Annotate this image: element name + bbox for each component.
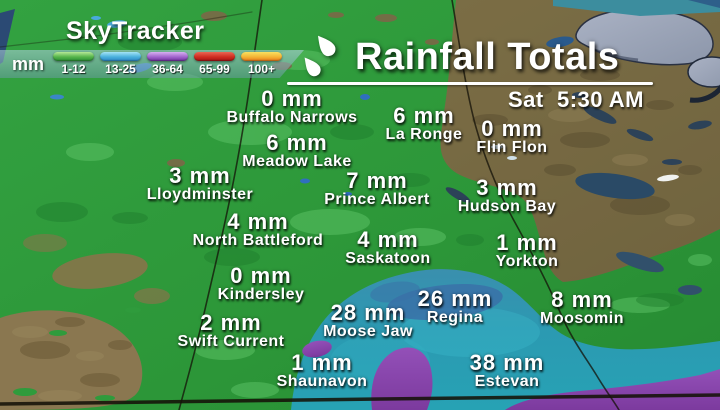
station-label: 1 mm Shaunavon — [276, 350, 368, 390]
legend-bin: 13-25 — [97, 50, 144, 76]
station-label: 3 mm Hudson Bay — [457, 175, 557, 215]
us-border-line — [0, 393, 720, 406]
station-label: 4 mm North Battleford — [192, 209, 324, 249]
station-city-name: Moosomin — [540, 310, 624, 327]
station-label: 0 mm Buffalo Narrows — [226, 86, 358, 126]
station-city-name: Yorkton — [495, 253, 559, 270]
legend-color-chip — [194, 52, 236, 61]
legend-bins: 1-12 13-25 36-64 65-99 100+ — [50, 50, 285, 76]
rainfall-legend: mm 1-12 13-25 36-64 65-99 100+ — [0, 50, 304, 78]
station-city-name: Moose Jaw — [323, 323, 413, 340]
page-title: Rainfall Totals — [355, 35, 620, 78]
station-rainfall-value: 8 mm — [551, 287, 613, 312]
skytracker-logo: SkyTracker — [66, 17, 205, 45]
legend-bin-label: 1-12 — [61, 62, 86, 76]
legend-bin-label: 13-25 — [105, 62, 136, 76]
station-label: 3 mm Lloydminster — [146, 163, 254, 203]
raindrops-icon — [304, 35, 336, 77]
station-city-name: Shaunavon — [276, 373, 368, 390]
station-city-name: North Battleford — [192, 232, 324, 249]
station-label: 26 mm Regina — [417, 286, 493, 326]
station-rainfall-value: 1 mm — [496, 230, 558, 255]
legend-color-chip — [100, 52, 142, 61]
large-lake — [575, 8, 720, 103]
station-rainfall-value: 0 mm — [261, 86, 323, 111]
legend-color-chip — [147, 52, 189, 61]
legend-bin: 100+ — [238, 50, 285, 76]
station-city-name: La Ronge — [385, 126, 463, 143]
station-label: 38 mm Estevan — [469, 350, 545, 390]
station-label: 7 mm Prince Albert — [324, 168, 430, 208]
station-label: 2 mm Swift Current — [177, 310, 285, 350]
station-rainfall-value: 3 mm — [169, 163, 231, 188]
station-label: 0 mm Kindersley — [217, 263, 305, 303]
station-label: 6 mm La Ronge — [385, 103, 463, 143]
legend-unit-label: mm — [12, 54, 45, 74]
legend-color-chip — [241, 52, 283, 61]
legend-bin: 1-12 — [50, 50, 97, 76]
station-label: 28 mm Moose Jaw — [323, 300, 413, 340]
station-label: 6 mm Meadow Lake — [242, 130, 352, 170]
station-rainfall-value: 1 mm — [291, 350, 353, 375]
station-city-name: Flin Flon — [476, 139, 548, 156]
station-rainfall-value: 6 mm — [393, 103, 455, 128]
legend-bin: 65-99 — [191, 50, 238, 76]
station-rainfall-value: 0 mm — [481, 116, 543, 141]
station-rainfall-value: 6 mm — [266, 130, 328, 155]
station-city-name: Meadow Lake — [242, 153, 352, 170]
station-label: 8 mm Moosomin — [540, 287, 624, 327]
top-water-band — [553, 0, 720, 16]
station-city-name: Regina — [426, 309, 484, 326]
small-lakes — [50, 16, 712, 295]
station-city-name: Buffalo Narrows — [226, 109, 358, 126]
legend-bin-label: 65-99 — [199, 62, 230, 76]
station-city-name: Lloydminster — [146, 186, 254, 203]
station-rainfall-value: 4 mm — [227, 209, 289, 234]
legend-bin-label: 100+ — [248, 62, 276, 76]
legend-bin-label: 36-64 — [152, 62, 183, 76]
station-label: 1 mm Yorkton — [495, 230, 559, 270]
station-rainfall-value: 7 mm — [346, 168, 408, 193]
station-rainfall-value: 28 mm — [330, 300, 406, 325]
legend-bin: 36-64 — [144, 50, 191, 76]
station-rainfall-value: 38 mm — [469, 350, 545, 375]
station-rainfall-value: 2 mm — [200, 310, 262, 335]
station-city-name: Kindersley — [217, 286, 305, 303]
station-rainfall-value: 4 mm — [357, 227, 419, 252]
station-city-name: Hudson Bay — [457, 198, 557, 215]
station-city-name: Swift Current — [177, 333, 285, 350]
station-rainfall-value: 3 mm — [476, 175, 538, 200]
station-label: 4 mm Saskatoon — [345, 227, 431, 267]
title-underline — [287, 82, 653, 85]
dry-terrain-corner — [0, 310, 143, 410]
station-label: 0 mm Flin Flon — [476, 116, 548, 156]
legend-color-chip — [53, 52, 95, 61]
station-city-name: Saskatoon — [345, 250, 431, 267]
station-rainfall-value: 0 mm — [230, 263, 292, 288]
timestamp: Sat 5:30 AM — [508, 87, 645, 112]
header: Rainfall Totals — [299, 31, 619, 83]
station-city-name: Prince Albert — [324, 191, 430, 208]
station-city-name: Estevan — [474, 373, 540, 390]
rain-region-purple — [302, 340, 720, 410]
station-rainfall-value: 26 mm — [417, 286, 493, 311]
